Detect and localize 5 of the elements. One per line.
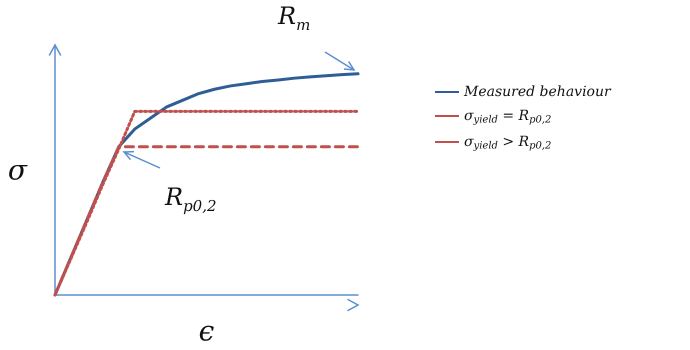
x-axis-title: ϵ [198,314,215,348]
legend-label: Measured behaviour [463,84,612,100]
y-axis-title: σ [8,154,28,186]
text: R$_{m}$ [278,2,310,34]
annotation: R$_{p0,2}$ [165,183,217,215]
